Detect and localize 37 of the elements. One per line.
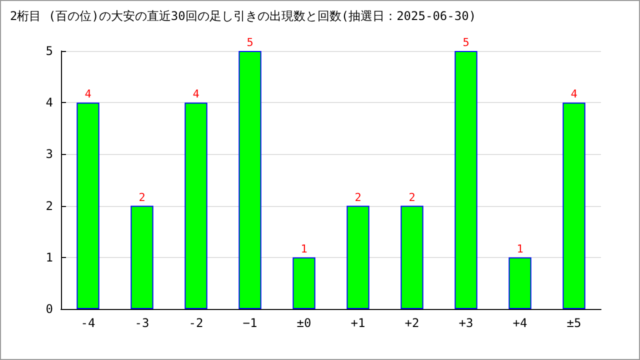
y-tick-label: 5 (46, 44, 53, 58)
data-label: 1 (300, 242, 308, 256)
data-label: 2 (408, 190, 416, 204)
data-label: 1 (516, 242, 524, 256)
x-tick-label: -4 (80, 316, 96, 330)
bar (184, 102, 208, 309)
x-tick-label: -2 (188, 316, 204, 330)
data-label: 4 (570, 88, 578, 101)
data-label: 2 (138, 190, 146, 204)
x-tick-label: -3 (134, 316, 150, 330)
y-tick-label: 0 (46, 302, 53, 316)
x-tick-label: −1 (242, 316, 258, 330)
data-label: 4 (192, 88, 200, 101)
x-tick-label: +4 (512, 316, 528, 330)
data-label: 4 (84, 88, 92, 101)
data-label: 2 (354, 190, 362, 204)
data-label: 5 (246, 36, 254, 49)
bar (292, 257, 316, 309)
bar (130, 206, 154, 309)
bar (562, 102, 586, 309)
y-tick-label: 1 (46, 250, 53, 264)
bar (508, 257, 532, 309)
bar (400, 206, 424, 309)
bar (454, 51, 478, 309)
bar (346, 206, 370, 309)
chart-title: 2桁目 (百の位)の大安の直近30回の足し引きの出現数と回数(抽選日：2025-06-30) (10, 9, 476, 23)
x-tick-label: +3 (458, 316, 474, 330)
bar (238, 51, 262, 309)
bar (76, 102, 100, 309)
y-tick-label: 4 (46, 96, 53, 110)
x-tick-label: ±5 (566, 316, 582, 330)
x-tick-label: ±0 (296, 316, 312, 330)
x-tick-label: +2 (404, 316, 420, 330)
y-tick-label: 3 (46, 147, 53, 162)
y-tick-label: 2 (46, 198, 53, 213)
data-label: 5 (462, 36, 470, 49)
x-tick-label: +1 (350, 316, 366, 330)
